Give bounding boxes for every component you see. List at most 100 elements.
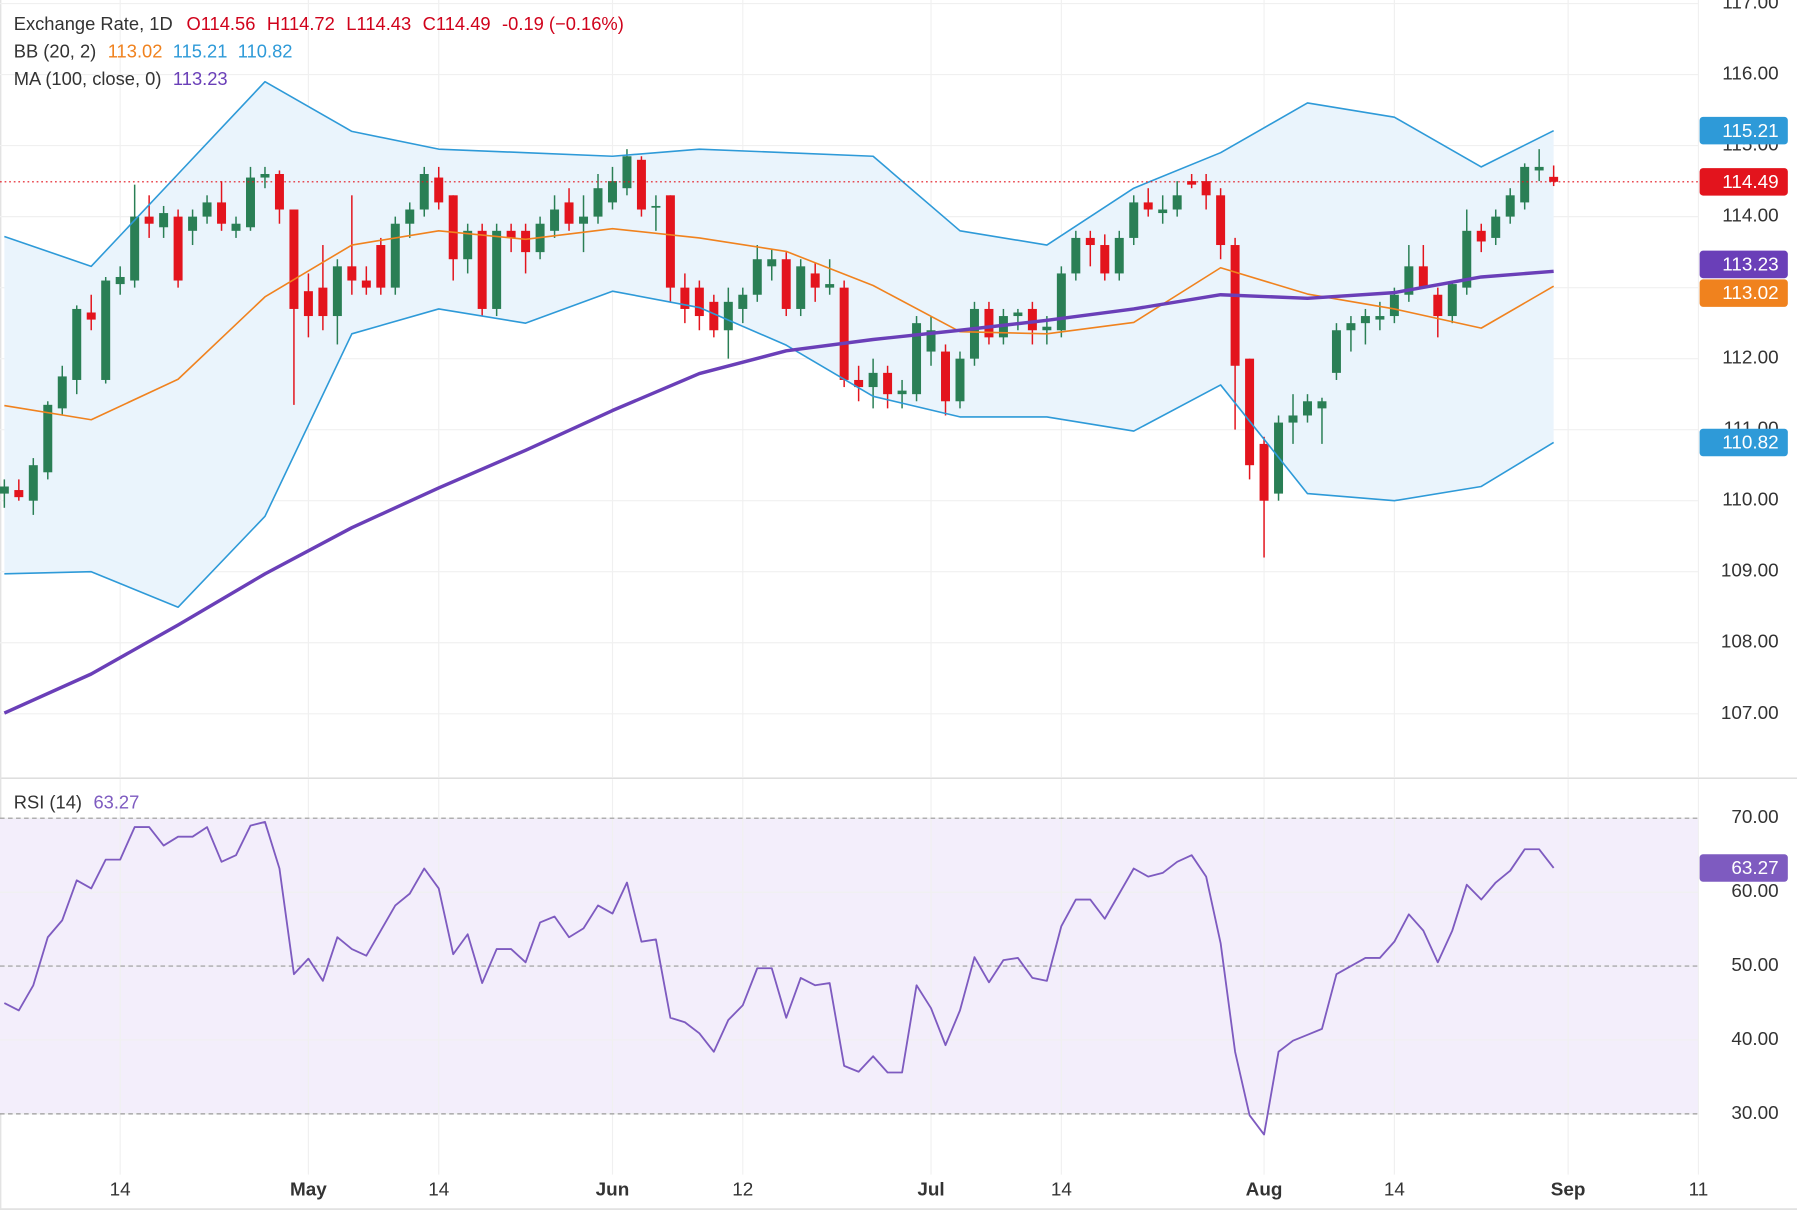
- x-tick-label: 14: [1384, 1180, 1405, 1201]
- candle-body: [130, 216, 140, 281]
- candle-body: [28, 465, 38, 501]
- candle-body: [57, 376, 67, 409]
- candle-body: [434, 177, 444, 203]
- price-badge: [1699, 854, 1788, 882]
- candle-body: [1375, 316, 1385, 320]
- legend-value: O114.56: [186, 13, 255, 34]
- candle-body: [1491, 216, 1501, 238]
- ma-name: MA (100, close, 0): [14, 68, 162, 89]
- candle-body: [1172, 195, 1182, 210]
- candle-body: [1201, 181, 1211, 196]
- candle-body: [579, 216, 589, 224]
- candle-body: [593, 188, 603, 217]
- candle-body: [810, 273, 820, 288]
- candle-body: [72, 308, 82, 380]
- candle-body: [1042, 326, 1052, 331]
- candle-body: [463, 230, 473, 260]
- candle-body: [1230, 245, 1240, 366]
- candle-body: [1331, 330, 1341, 373]
- bb-legend: BB (20, 2) 113.02 115.21 110.82: [14, 41, 293, 62]
- price-badge-label: 63.27: [1731, 858, 1778, 879]
- legend-value: -0.19 (−0.16%): [502, 13, 624, 34]
- candle-body: [260, 174, 270, 178]
- candle-body: [188, 216, 198, 231]
- candle-body: [1288, 415, 1298, 423]
- bollinger-fill: [4, 81, 1554, 608]
- candle-body: [752, 259, 762, 295]
- labels-layer: Exchange Rate, 1D O114.56 H114.72 L114.43 C1…: [14, 13, 1788, 882]
- candle-body: [709, 301, 719, 331]
- y-tick-label: 110.00: [1722, 490, 1778, 511]
- candle-body: [115, 276, 125, 285]
- candle-body: [1447, 284, 1457, 317]
- candle-body: [1114, 237, 1124, 274]
- candle-body: [1085, 237, 1095, 246]
- x-tick-label: 14: [428, 1180, 449, 1201]
- ma-legend: MA (100, close, 0) 113.23: [14, 68, 228, 89]
- candle-body: [318, 287, 328, 317]
- candle-body: [419, 174, 429, 210]
- y-tick-label: 30.00: [1731, 1103, 1778, 1124]
- candle-body: [897, 390, 907, 395]
- x-tick-label: 14: [1051, 1180, 1072, 1201]
- candle-body: [1100, 245, 1110, 274]
- candle-body: [86, 312, 96, 320]
- candle-body: [43, 404, 53, 473]
- candle-body: [926, 330, 936, 352]
- candle-body: [0, 486, 9, 494]
- candle-body: [246, 177, 255, 228]
- candle-body: [636, 159, 646, 210]
- x-tick-label: Sep: [1551, 1180, 1586, 1201]
- marks-layer: [0, 80, 1699, 1136]
- candle-body: [1158, 209, 1168, 214]
- x-tick-label: Jul: [917, 1180, 944, 1201]
- candle-body: [448, 195, 458, 260]
- y-tick-label: 40.00: [1731, 1029, 1778, 1050]
- candle-body: [1404, 266, 1414, 295]
- candle-body: [839, 287, 849, 380]
- price-badge-label: 110.82: [1722, 433, 1778, 454]
- candle-body: [680, 287, 690, 309]
- candle-body: [1505, 195, 1515, 217]
- candle-body: [1389, 294, 1399, 317]
- chart-title: Exchange Rate, 1D: [14, 13, 173, 34]
- candle-body: [332, 266, 342, 317]
- candle-body: [477, 230, 487, 309]
- candle-body: [144, 216, 154, 224]
- price-legend: Exchange Rate, 1D O114.56 H114.72 L114.43 C1…: [14, 13, 624, 34]
- candle-body: [651, 205, 661, 208]
- candle-body: [303, 291, 313, 317]
- candle-body: [796, 266, 806, 309]
- candle-body: [1360, 316, 1370, 324]
- candle-body: [854, 379, 864, 388]
- candle-body: [361, 280, 371, 288]
- legend-value: C114.49: [423, 13, 491, 34]
- candle-body: [1433, 294, 1443, 317]
- candle-body: [14, 490, 24, 498]
- candle-body: [1476, 230, 1486, 242]
- candle-body: [173, 216, 183, 281]
- x-tick-label: May: [290, 1180, 327, 1201]
- candle-body: [1013, 312, 1023, 317]
- candle-body: [492, 230, 502, 309]
- candle-body: [665, 195, 675, 288]
- y-tick-label: 117.00: [1722, 0, 1778, 14]
- legend-value: 63.27: [93, 791, 139, 812]
- candle-body: [912, 323, 922, 395]
- legend-value: L114.43: [346, 13, 411, 34]
- legend-value: 115.21: [173, 41, 228, 62]
- candle-body: [1129, 202, 1139, 238]
- y-tick-label: 107.00: [1721, 703, 1779, 724]
- price-badge-label: 113.23: [1722, 255, 1778, 276]
- price-badge: [1699, 428, 1788, 457]
- candle-body: [506, 230, 516, 238]
- candle-body: [347, 266, 357, 281]
- y-tick-label: 108.00: [1721, 632, 1779, 653]
- legend-value: 113.02: [108, 41, 163, 62]
- candle-body: [694, 287, 704, 317]
- candle-body: [941, 351, 950, 402]
- y-tick-label: 70.00: [1731, 807, 1778, 828]
- rsi-name: RSI (14): [14, 791, 82, 812]
- y-tick-label: 109.00: [1721, 561, 1779, 582]
